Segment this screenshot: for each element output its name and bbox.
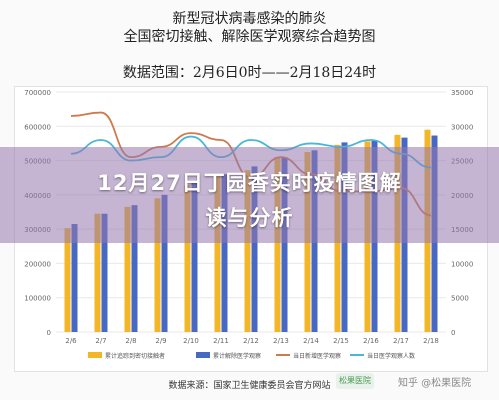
headline-line2: 读与分析 xyxy=(205,206,294,230)
y-left-tick-label: 700000 xyxy=(24,89,51,97)
headline-banner xyxy=(0,147,499,243)
x-tick-label: 2/8 xyxy=(125,337,136,345)
bar-released-observation xyxy=(161,194,168,332)
pinecone-logo-watermark: 松果医院 xyxy=(336,373,374,389)
chart-title-line2: 全国密切接触、解除医学观察综合趋势图 xyxy=(123,29,376,45)
bar-cumulative-contacts xyxy=(274,157,281,332)
data-range-label: 数据范围：2月6日0时——2月18日24时 xyxy=(122,65,377,81)
y-right-tick-label: 35000 xyxy=(451,89,473,97)
x-tick-label: 2/7 xyxy=(95,337,106,345)
x-tick-label: 2/13 xyxy=(273,337,289,345)
bar-cumulative-contacts xyxy=(124,206,131,332)
bar-cumulative-contacts xyxy=(244,170,251,332)
bar-released-observation xyxy=(101,213,108,332)
bar-released-observation xyxy=(71,224,78,332)
x-tick-label: 2/10 xyxy=(183,337,199,345)
headline-line1: 12月27日丁园香实时疫情图解 xyxy=(97,171,402,195)
zhihu-watermark: 知乎 @松果医院 xyxy=(398,378,472,389)
bar-cumulative-contacts xyxy=(94,213,101,332)
x-tick-label: 2/17 xyxy=(393,337,409,345)
y-left-tick-label: 600000 xyxy=(24,123,51,131)
bar-cumulative-contacts xyxy=(154,198,161,332)
bar-released-observation xyxy=(191,182,198,332)
bar-released-observation xyxy=(251,166,258,332)
x-tick-label: 2/12 xyxy=(243,337,259,345)
x-tick-label: 2/14 xyxy=(303,337,319,345)
legend-label: 累计解除医学观察 xyxy=(213,352,261,360)
legend-label: 累计追踪到密切接触者 xyxy=(105,352,165,360)
y-left-tick-label: 0 xyxy=(47,329,51,337)
y-right-tick-label: 5000 xyxy=(451,295,469,303)
bar-cumulative-contacts xyxy=(64,228,71,332)
x-tick-label: 2/11 xyxy=(213,337,229,345)
bar-cumulative-contacts xyxy=(184,185,191,332)
legend-label: 当日新增医学观察 xyxy=(293,352,341,360)
data-source-note: 数据来源：国家卫生健康委员会官方网站 xyxy=(168,381,331,391)
bar-released-observation xyxy=(221,174,228,332)
x-tick-label: 2/15 xyxy=(333,337,349,345)
legend-label: 当日医学观察人数 xyxy=(367,352,415,360)
bar-released-observation xyxy=(131,205,138,332)
bar-released-observation xyxy=(281,157,288,332)
x-tick-label: 2/9 xyxy=(155,337,166,345)
y-right-tick-label: 10000 xyxy=(451,260,473,268)
y-right-tick-label: 30000 xyxy=(451,123,473,131)
y-left-tick-label: 200000 xyxy=(24,260,51,268)
legend-swatch xyxy=(88,352,102,358)
x-tick-label: 2/6 xyxy=(65,337,77,345)
bar-cumulative-contacts xyxy=(214,176,221,332)
legend-swatch xyxy=(196,352,210,358)
chart-title-line1: 新型冠状病毒感染的肺炎 xyxy=(172,11,327,27)
x-tick-label: 2/18 xyxy=(423,337,439,345)
x-tick-label: 2/16 xyxy=(363,337,379,345)
y-left-tick-label: 100000 xyxy=(24,295,51,303)
y-right-tick-label: 0 xyxy=(451,329,455,337)
